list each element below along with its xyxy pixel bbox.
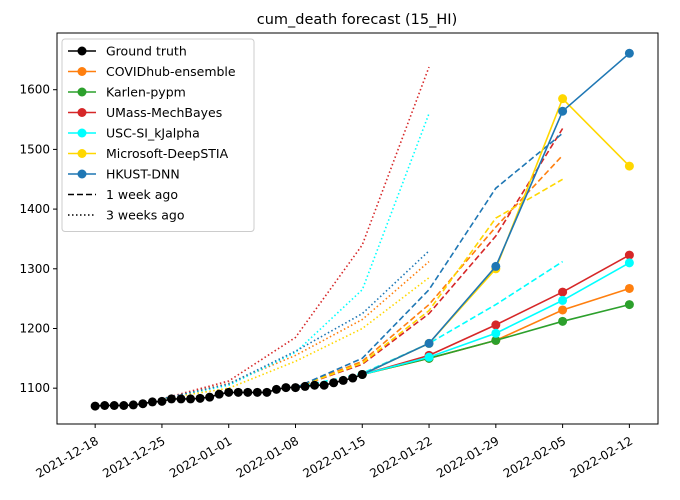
y-tick-label: 1400 bbox=[19, 202, 50, 216]
legend-label: COVIDhub-ensemble bbox=[106, 64, 236, 79]
ground-truth-point bbox=[100, 400, 110, 410]
ground-truth-point bbox=[128, 400, 138, 410]
series-point bbox=[624, 48, 634, 58]
x-tick-label: 2022-01-22 bbox=[367, 434, 434, 481]
x-tick-label: 2022-01-01 bbox=[167, 434, 234, 481]
legend-marker bbox=[77, 149, 87, 158]
ground-truth-point bbox=[119, 400, 129, 410]
series-line-dashed bbox=[295, 128, 564, 389]
plot-frame bbox=[56, 32, 659, 425]
series-point bbox=[558, 106, 568, 116]
legend-label: 3 weeks ago bbox=[106, 208, 185, 223]
ground-truth-point bbox=[176, 394, 186, 404]
x-tick-label: 2022-01-08 bbox=[234, 434, 301, 481]
series-line-dashed bbox=[295, 154, 564, 389]
legend-label: Ground truth bbox=[106, 44, 187, 59]
ground-truth-point bbox=[281, 383, 291, 393]
y-tick-label: 1300 bbox=[19, 262, 50, 276]
ground-truth-point bbox=[138, 399, 148, 409]
ground-truth-point bbox=[329, 378, 339, 388]
series-point bbox=[558, 295, 568, 305]
ground-truth-point bbox=[205, 392, 215, 402]
legend-label: USC-SI_kJalpha bbox=[106, 126, 200, 141]
ground-truth-point bbox=[243, 387, 253, 397]
x-tick-label: 2022-02-05 bbox=[501, 434, 568, 481]
series-point bbox=[558, 94, 568, 104]
legend-marker bbox=[77, 169, 87, 179]
ground-truth-point bbox=[166, 394, 176, 404]
series-line-dashed bbox=[295, 260, 564, 389]
x-axis: 2021-12-18 2021-12-25 2022-01-01 2022-01-08… bbox=[33, 424, 635, 481]
y-tick-label: 1600 bbox=[19, 83, 50, 97]
series-point bbox=[558, 287, 568, 297]
legend: Ground truth COVIDhub-ensemble Karlen-pypm… bbox=[61, 38, 255, 232]
ground-truth-point bbox=[319, 380, 329, 390]
ground-truth-point bbox=[109, 400, 119, 410]
series-line-dotted bbox=[161, 250, 430, 400]
series-point bbox=[624, 258, 634, 268]
ground-truth-point bbox=[90, 401, 100, 411]
x-tick-label: 2021-12-18 bbox=[33, 434, 100, 481]
series-point bbox=[558, 316, 568, 326]
series-point bbox=[491, 335, 501, 345]
y-axis: 1100 1200 1300 1400 1500 1600 bbox=[19, 83, 57, 395]
series-point bbox=[491, 328, 501, 338]
ground-truth-point bbox=[271, 384, 281, 394]
legend-label: Microsoft-DeepSTIA bbox=[106, 146, 229, 161]
legend-label: HKUST-DNN bbox=[106, 167, 180, 182]
ground-truth-point bbox=[233, 387, 243, 397]
series-point bbox=[624, 161, 634, 171]
legend-box bbox=[61, 38, 255, 232]
ground-truth-point bbox=[290, 383, 300, 393]
legend-marker bbox=[77, 108, 87, 117]
plot-area bbox=[56, 32, 659, 425]
chart-title: cum_death forecast (15_HI) bbox=[257, 12, 457, 28]
ground-truth-point bbox=[310, 380, 320, 390]
x-tick-label: 2021-12-25 bbox=[100, 434, 167, 481]
series-line-dotted bbox=[161, 66, 430, 400]
ground-truth-point bbox=[357, 369, 367, 379]
ground-truth-point bbox=[262, 387, 272, 397]
legend-label: Karlen-pypm bbox=[106, 85, 186, 100]
ground-truth-point bbox=[252, 387, 262, 397]
ground-truth-point bbox=[186, 394, 196, 404]
x-tick-label: 2022-02-12 bbox=[568, 434, 635, 481]
series-line-solid bbox=[362, 262, 630, 376]
ground-truth-point bbox=[214, 389, 224, 399]
series-line-dashed bbox=[295, 132, 564, 389]
series-point bbox=[624, 300, 634, 310]
ground-truth-point bbox=[147, 397, 157, 407]
series-line-dotted bbox=[161, 277, 430, 400]
series-point bbox=[624, 283, 634, 293]
ground-truth-point bbox=[348, 373, 358, 383]
series-point bbox=[491, 320, 501, 330]
series-point bbox=[624, 250, 634, 260]
y-tick-label: 1200 bbox=[19, 321, 50, 335]
series-point bbox=[491, 261, 501, 271]
ground-truth-point bbox=[195, 393, 205, 403]
y-tick-label: 1500 bbox=[19, 142, 50, 156]
series-point bbox=[424, 338, 434, 348]
ground-truth-point bbox=[300, 381, 310, 391]
legend-label: 1 week ago bbox=[106, 187, 178, 202]
x-tick-label: 2022-01-15 bbox=[301, 434, 368, 481]
x-tick-label: 2022-01-29 bbox=[434, 434, 501, 481]
legend-marker bbox=[77, 46, 87, 56]
legend-label: UMass-MechBayes bbox=[106, 105, 222, 120]
series-point bbox=[558, 305, 568, 315]
series-point bbox=[424, 352, 434, 362]
y-tick-label: 1100 bbox=[19, 381, 50, 395]
legend-marker bbox=[77, 87, 87, 97]
ground-truth-point bbox=[224, 387, 234, 397]
ground-truth-point bbox=[157, 396, 167, 406]
series-line-dashed bbox=[295, 178, 564, 389]
legend-marker bbox=[77, 67, 87, 76]
series-line-dotted bbox=[161, 260, 430, 400]
ground-truth-point bbox=[338, 375, 348, 385]
legend-marker bbox=[77, 128, 87, 138]
